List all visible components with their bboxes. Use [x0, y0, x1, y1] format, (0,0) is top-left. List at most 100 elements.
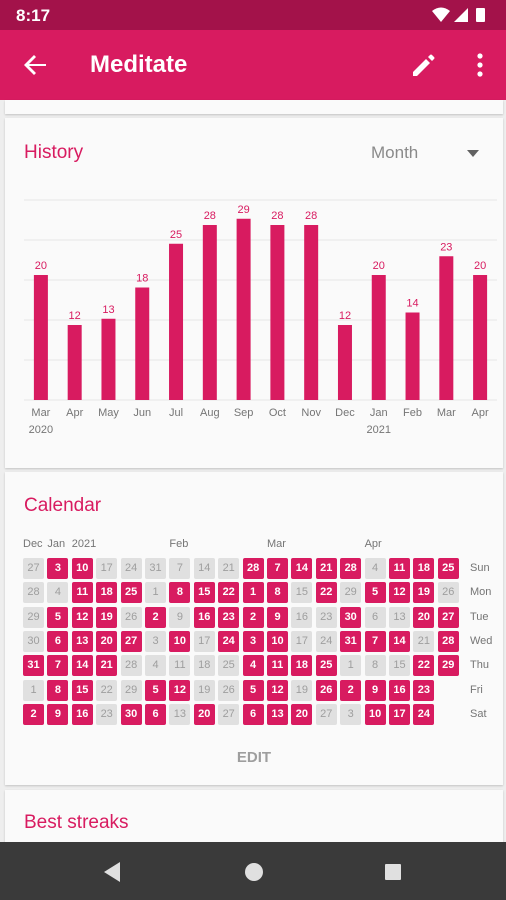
calendar-day[interactable]: 28: [340, 558, 362, 579]
calendar-day[interactable]: 27: [23, 558, 44, 579]
calendar-day[interactable]: 18: [96, 582, 118, 604]
calendar-day[interactable]: 3: [47, 558, 69, 579]
calendar-day[interactable]: 9: [47, 703, 69, 725]
calendar-day[interactable]: 20: [96, 630, 118, 652]
calendar-day[interactable]: 27: [437, 606, 459, 628]
calendar-day[interactable]: 29: [23, 606, 44, 628]
calendar-day[interactable]: 10: [169, 630, 191, 652]
calendar-day[interactable]: 18: [413, 558, 435, 579]
calendar-day[interactable]: 12: [267, 679, 288, 701]
calendar-day[interactable]: 6: [145, 703, 166, 725]
calendar-day[interactable]: 28: [23, 582, 44, 604]
calendar-day[interactable]: 14: [389, 630, 410, 652]
calendar-day[interactable]: 23: [413, 679, 435, 701]
calendar-day[interactable]: 25: [315, 655, 337, 677]
calendar-day[interactable]: 22: [413, 655, 435, 677]
calendar-day[interactable]: 22: [218, 582, 240, 604]
calendar-day[interactable]: 26: [437, 582, 459, 604]
calendar-day[interactable]: 9: [267, 606, 288, 628]
calendar-day[interactable]: 7: [169, 558, 191, 579]
calendar-day[interactable]: 7: [267, 558, 288, 579]
calendar-day[interactable]: 4: [145, 655, 166, 677]
calendar-day[interactable]: 1: [23, 679, 44, 701]
calendar-day[interactable]: 7: [364, 630, 386, 652]
calendar-day[interactable]: 31: [340, 630, 362, 652]
calendar-day[interactable]: 16: [71, 703, 93, 725]
calendar-day[interactable]: 6: [364, 606, 386, 628]
calendar-day[interactable]: 17: [291, 630, 313, 652]
calendar-day[interactable]: 31: [145, 558, 166, 579]
calendar-day[interactable]: 13: [169, 703, 191, 725]
calendar-day[interactable]: 20: [291, 703, 313, 725]
calendar-day[interactable]: 16: [389, 679, 410, 701]
calendar-day[interactable]: 21: [96, 655, 118, 677]
calendar-day[interactable]: 15: [71, 679, 93, 701]
calendar-day[interactable]: 4: [364, 558, 386, 579]
calendar-day[interactable]: 13: [389, 606, 410, 628]
calendar-day[interactable]: 20: [413, 606, 435, 628]
more-options-button[interactable]: [456, 41, 504, 89]
calendar-day[interactable]: 26: [315, 679, 337, 701]
calendar-day[interactable]: 19: [291, 679, 313, 701]
calendar-day[interactable]: 8: [364, 655, 386, 677]
calendar-day[interactable]: 4: [47, 582, 69, 604]
calendar-day[interactable]: 15: [291, 582, 313, 604]
calendar-day[interactable]: 21: [218, 558, 240, 579]
calendar-day[interactable]: 18: [193, 655, 215, 677]
calendar-day[interactable]: 15: [389, 655, 410, 677]
calendar-day[interactable]: 2: [340, 679, 362, 701]
calendar-day[interactable]: 1: [340, 655, 362, 677]
calendar-day[interactable]: 22: [96, 679, 118, 701]
calendar-day[interactable]: 2: [23, 703, 44, 725]
calendar-day[interactable]: 31: [23, 655, 44, 677]
calendar-day[interactable]: 28: [437, 630, 459, 652]
calendar-day[interactable]: 19: [193, 679, 215, 701]
calendar-day[interactable]: 12: [389, 582, 410, 604]
calendar-day[interactable]: 28: [120, 655, 142, 677]
calendar-day[interactable]: 10: [364, 703, 386, 725]
nav-home-button[interactable]: [239, 857, 269, 887]
calendar-day[interactable]: 14: [193, 558, 215, 579]
calendar-day[interactable]: 21: [413, 630, 435, 652]
calendar-day[interactable]: 5: [364, 582, 386, 604]
calendar-day[interactable]: 29: [120, 679, 142, 701]
calendar-day[interactable]: 27: [315, 703, 337, 725]
calendar-day[interactable]: 26: [218, 679, 240, 701]
calendar-day[interactable]: 4: [242, 655, 264, 677]
calendar-day[interactable]: 22: [315, 582, 337, 604]
calendar-day[interactable]: 11: [267, 655, 288, 677]
calendar-day[interactable]: 24: [120, 558, 142, 579]
calendar-day[interactable]: 30: [23, 630, 44, 652]
calendar-day[interactable]: 10: [71, 558, 93, 579]
calendar-day[interactable]: 21: [315, 558, 337, 579]
calendar-day[interactable]: 9: [169, 606, 191, 628]
calendar-day[interactable]: 5: [47, 606, 69, 628]
calendar-day[interactable]: 16: [193, 606, 215, 628]
calendar-day[interactable]: 11: [389, 558, 410, 579]
calendar-day[interactable]: 5: [145, 679, 166, 701]
calendar-day[interactable]: 23: [218, 606, 240, 628]
calendar-day[interactable]: 17: [389, 703, 410, 725]
calendar-day[interactable]: 3: [145, 630, 166, 652]
calendar-day[interactable]: 15: [193, 582, 215, 604]
calendar-day[interactable]: 3: [340, 703, 362, 725]
calendar-day[interactable]: 9: [364, 679, 386, 701]
calendar-day[interactable]: 23: [96, 703, 118, 725]
calendar-day[interactable]: 29: [437, 655, 459, 677]
calendar-day[interactable]: 28: [242, 558, 264, 579]
calendar-day[interactable]: 24: [413, 703, 435, 725]
calendar-day[interactable]: 6: [47, 630, 69, 652]
calendar-day[interactable]: 17: [193, 630, 215, 652]
calendar-day[interactable]: 19: [96, 606, 118, 628]
calendar-day[interactable]: 30: [120, 703, 142, 725]
calendar-day[interactable]: 6: [242, 703, 264, 725]
history-range-dropdown[interactable]: Month: [371, 142, 483, 166]
calendar-day[interactable]: 25: [120, 582, 142, 604]
edit-habit-button[interactable]: [400, 41, 448, 89]
nav-recents-button[interactable]: [378, 857, 408, 887]
calendar-day[interactable]: 11: [169, 655, 191, 677]
back-button[interactable]: [12, 41, 60, 89]
calendar-day[interactable]: 27: [120, 630, 142, 652]
calendar-day[interactable]: 25: [218, 655, 240, 677]
calendar-day[interactable]: 27: [218, 703, 240, 725]
